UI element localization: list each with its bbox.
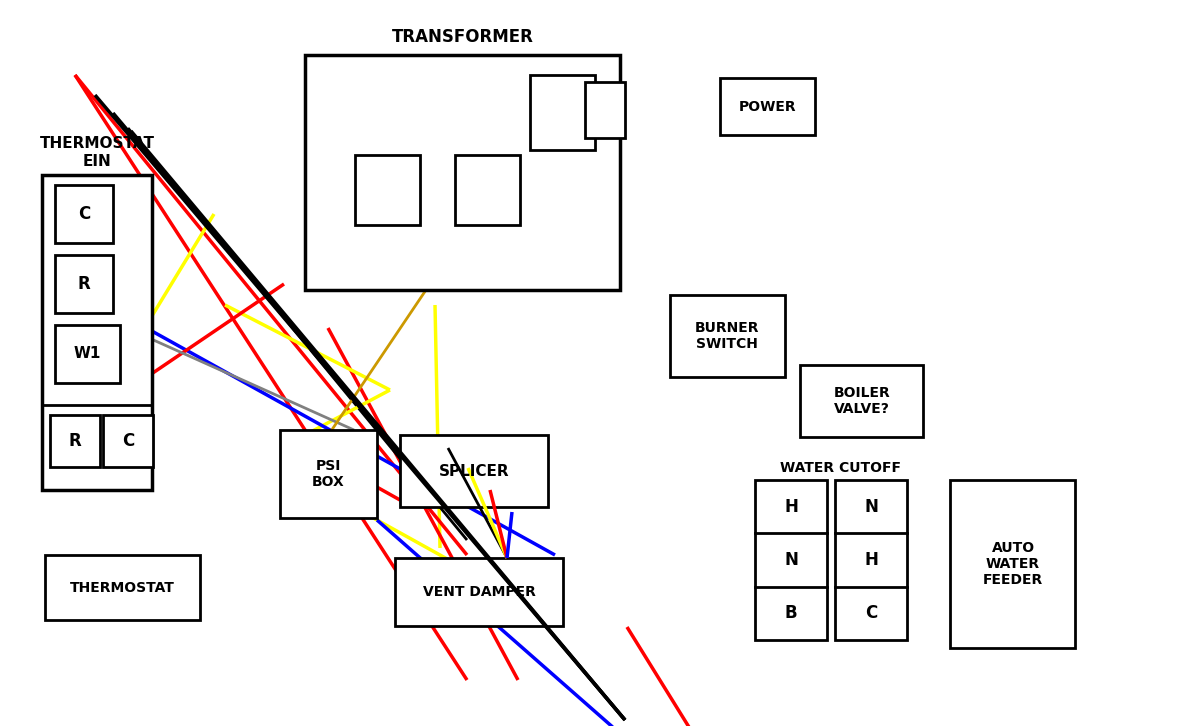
Text: N: N: [864, 497, 878, 515]
Text: C: C: [78, 205, 90, 223]
Bar: [355, 155, 420, 225]
Bar: [455, 155, 520, 225]
Bar: [55, 325, 120, 383]
Text: C: C: [122, 432, 134, 450]
Text: W1: W1: [73, 346, 101, 362]
Text: AUTO
WATER
FEEDER: AUTO WATER FEEDER: [983, 541, 1043, 587]
Text: PSI
BOX: PSI BOX: [312, 459, 344, 489]
Bar: [800, 365, 923, 437]
Text: H: H: [784, 497, 798, 515]
Text: BOILER
VALVE?: BOILER VALVE?: [834, 386, 890, 416]
Bar: [950, 480, 1075, 648]
Text: THERMOSTAT: THERMOSTAT: [70, 581, 174, 595]
Bar: [755, 480, 827, 640]
Text: N: N: [784, 551, 798, 569]
Bar: [46, 555, 200, 620]
Text: VENT DAMPER: VENT DAMPER: [422, 585, 535, 599]
Bar: [103, 415, 154, 467]
Text: TRANSFORMER: TRANSFORMER: [391, 28, 534, 46]
Bar: [720, 78, 815, 135]
Bar: [400, 435, 548, 507]
Bar: [55, 255, 113, 313]
Text: R: R: [78, 275, 90, 293]
Text: BURNER
SWITCH: BURNER SWITCH: [695, 321, 760, 351]
Bar: [42, 175, 152, 490]
Bar: [530, 75, 595, 150]
Bar: [395, 558, 563, 626]
Bar: [50, 415, 100, 467]
Text: EIN: EIN: [83, 153, 112, 168]
Text: C: C: [865, 604, 877, 622]
Text: R: R: [68, 432, 82, 450]
Text: WATER CUTOFF: WATER CUTOFF: [780, 461, 900, 475]
Text: H: H: [864, 551, 878, 569]
Text: B: B: [785, 604, 797, 622]
Text: SPLICER: SPLICER: [439, 463, 509, 478]
Text: POWER: POWER: [739, 100, 797, 114]
Bar: [305, 55, 620, 290]
Bar: [280, 430, 377, 518]
Text: THERMOSTAT: THERMOSTAT: [40, 136, 155, 150]
Bar: [586, 82, 625, 138]
Bar: [835, 480, 907, 640]
Bar: [55, 185, 113, 243]
Bar: [670, 295, 785, 377]
